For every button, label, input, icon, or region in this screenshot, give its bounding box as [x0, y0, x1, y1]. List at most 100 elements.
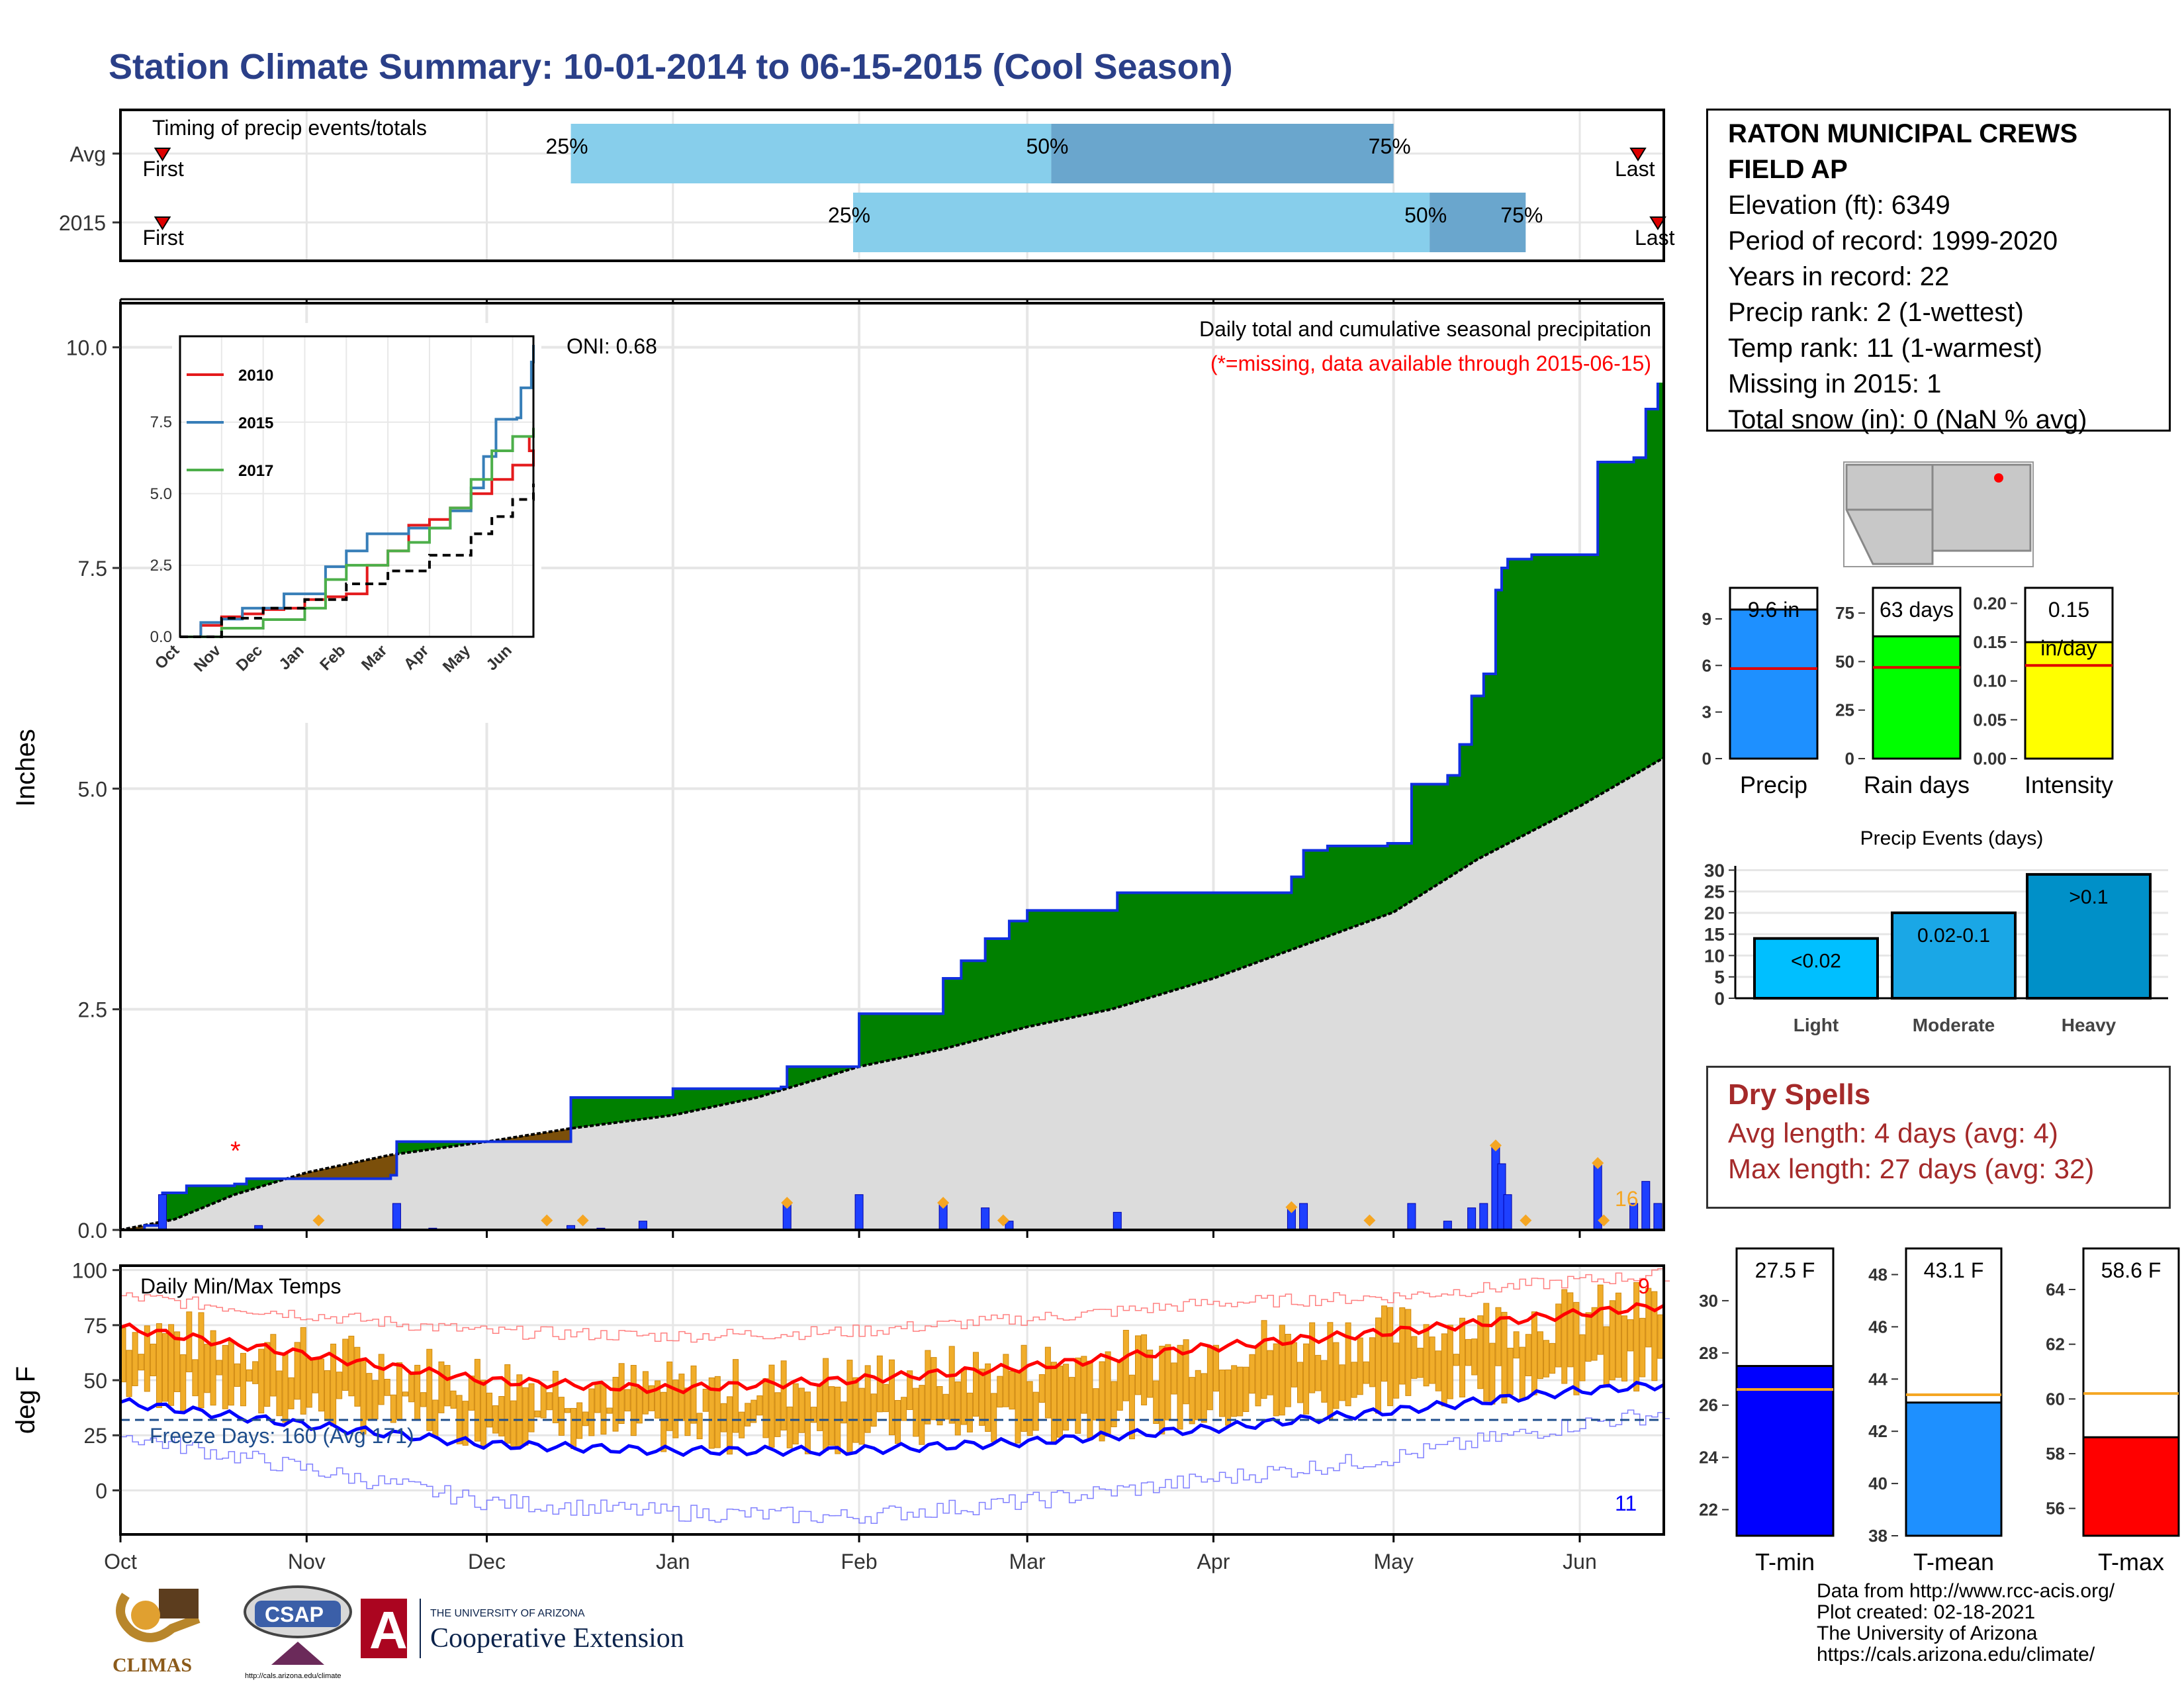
season-intensity-bar: [2024, 641, 2114, 760]
footer-credits: Data from http://www.rcc-acis.org/ Plot …: [1817, 1581, 2115, 1665]
extreme-count-label: 16: [1615, 1187, 1639, 1211]
inset-bg: [172, 323, 541, 723]
season-intensity-ytick-label: 0.00: [1973, 749, 2007, 769]
temp-ytick-label: 100: [72, 1259, 107, 1283]
daily-precip-bar: [1653, 1203, 1662, 1231]
climas-text: CLIMAS: [113, 1654, 192, 1676]
events-ytick-label: 15: [1704, 924, 1725, 945]
temp-panel-border: [119, 1264, 1665, 1536]
season-intensity-ytick-label: 0.10: [1973, 671, 2007, 691]
locator-map: [1843, 461, 2034, 567]
events-category-label: Light: [1794, 1015, 1839, 1035]
timing-first-label: First: [143, 226, 184, 250]
extreme-precip-marker: [1285, 1201, 1298, 1213]
precip-ytick-label: 0.0: [78, 1219, 107, 1243]
extreme-precip-marker: [1592, 1157, 1604, 1169]
events-bar-label: <0.02: [1791, 951, 1841, 972]
season-t-mean-ytick-label: 46: [1868, 1317, 1888, 1336]
inset-legend-label: 2015: [238, 414, 273, 432]
extreme-precip-marker: [1363, 1214, 1376, 1227]
extreme-precip-marker: [1489, 1139, 1502, 1152]
season-rain-days-ytick-label: 0: [1845, 749, 1854, 769]
season-rain-days-value-label: 63 days: [1880, 598, 1954, 622]
station-precip-rank: Precip rank: 2 (1-wettest): [1728, 298, 2024, 327]
daily-precip-bar: [1113, 1211, 1122, 1231]
precip-ytick-label: 2.5: [78, 998, 107, 1022]
events-ytick-label: 0: [1714, 988, 1725, 1009]
temp-xtick-label: Mar: [1009, 1550, 1046, 1573]
season-t-mean-value-label: 43.1 F: [1924, 1258, 1984, 1282]
dry-spells-avg: Avg length: 4 days (avg: 4): [1728, 1117, 2058, 1149]
dry-spells-box: Dry Spells Avg length: 4 days (avg: 4) M…: [1706, 1066, 2171, 1209]
station-period: Period of record: 1999-2020: [1728, 226, 2058, 256]
season-t-mean-ytick-label: 38: [1868, 1526, 1888, 1546]
csap-text: CSAP: [265, 1603, 324, 1626]
temp-xtick-label: Apr: [1197, 1550, 1230, 1573]
extreme-precip-marker: [937, 1197, 950, 1209]
inset-ytick-label: 5.0: [150, 485, 172, 503]
locator-map-region: [1845, 463, 2032, 565]
ua-logo: A THE UNIVERSITY OF ARIZONA Cooperative …: [361, 1599, 684, 1660]
cumulative-above-normal-area: [163, 383, 1664, 1222]
cold-count-label: 11: [1615, 1491, 1637, 1515]
observed-cumulative-line: [120, 383, 1659, 1231]
season-precip-value-label: 9.6 in: [1748, 598, 1799, 622]
season-intensity-ytick-label: 0.05: [1973, 710, 2007, 729]
station-location-dot: [1994, 473, 2003, 483]
season-rain-days-ytick-label: 50: [1835, 651, 1854, 671]
dry-spells-max: Max length: 27 days (avg: 32): [1728, 1153, 2095, 1184]
temp-ytick-label: 0: [95, 1479, 107, 1503]
events-ytick-label: 5: [1714, 967, 1725, 988]
tmax-normal-line: [120, 1302, 1665, 1395]
station-snow: Total snow (in): 0 (NaN % avg): [1728, 405, 2087, 434]
inset-line-2017: [180, 428, 535, 638]
events-bar-light: [1753, 937, 1879, 1000]
timing-label-25: 25%: [546, 134, 588, 158]
temp-ylabel: deg F: [11, 1366, 40, 1434]
daily-precip-bar: [392, 1203, 401, 1231]
temp-xtick-label: May: [1373, 1550, 1413, 1573]
events-title: Precip Events (days): [1860, 827, 2044, 849]
season-t-min-ytick-label: 22: [1699, 1500, 1718, 1520]
ua-university-text: THE UNIVERSITY OF ARIZONA: [430, 1608, 585, 1619]
extreme-precip-marker: [1520, 1214, 1532, 1227]
timing-last-label: Last: [1635, 226, 1675, 250]
season-intensity-category-label: Intensity: [2025, 771, 2113, 798]
season-intensity-value-unit: in/day: [2040, 636, 2097, 660]
precip-ylabel: Inches: [11, 729, 40, 807]
timing-label-50: 50%: [1404, 203, 1447, 227]
timing-last-label: Last: [1615, 157, 1655, 181]
csap-url: http://cals.arizona.edu/climate: [245, 1672, 341, 1680]
season-t-mean-bar: [1905, 1401, 2003, 1537]
inset-border: [179, 335, 535, 638]
season-t-min-bar: [1735, 1365, 1835, 1537]
tmax-record-line: [120, 1268, 1670, 1343]
extreme-precip-marker: [541, 1214, 553, 1227]
timing-label-50: 50%: [1026, 134, 1068, 158]
events-bar-label: 0.02-0.1: [1917, 925, 1990, 947]
season-intensity-ytick-label: 0.15: [1973, 632, 2007, 652]
timing-title: Timing of precip events/totals: [152, 116, 427, 140]
season-t-min-category-label: T-min: [1755, 1548, 1815, 1575]
inset-ytick-label: 0.0: [150, 628, 172, 646]
events-ytick-label: 25: [1704, 882, 1725, 902]
timing-bar-q1: [853, 193, 1430, 252]
inset-ytick-label: 2.5: [150, 557, 172, 575]
inset-ytick-label: 7.5: [150, 414, 172, 432]
season-rain-days-ytick-label: 25: [1835, 700, 1854, 720]
timing-bar-q1: [570, 124, 1052, 183]
dry-spells-heading: Dry Spells: [1728, 1078, 1871, 1111]
ua-extension-text: Cooperative Extension: [430, 1623, 684, 1654]
season-t-max-ytick-label: 58: [2046, 1444, 2065, 1464]
station-temp-rank: Temp rank: 11 (1-warmest): [1728, 334, 2042, 363]
temp-ytick-label: 75: [83, 1314, 107, 1338]
daily-precip-bar: [1479, 1203, 1488, 1231]
timing-bar-q2: [1430, 193, 1526, 252]
temp-xtick-label: Feb: [841, 1550, 878, 1573]
precip-ytick-label: 10.0: [66, 336, 107, 360]
season-t-max-bar: [2082, 1436, 2180, 1537]
inset-legend-label: 2010: [238, 367, 273, 385]
inset-line-2015: [180, 344, 535, 638]
daily-temp-range-bars: [120, 1282, 1664, 1455]
